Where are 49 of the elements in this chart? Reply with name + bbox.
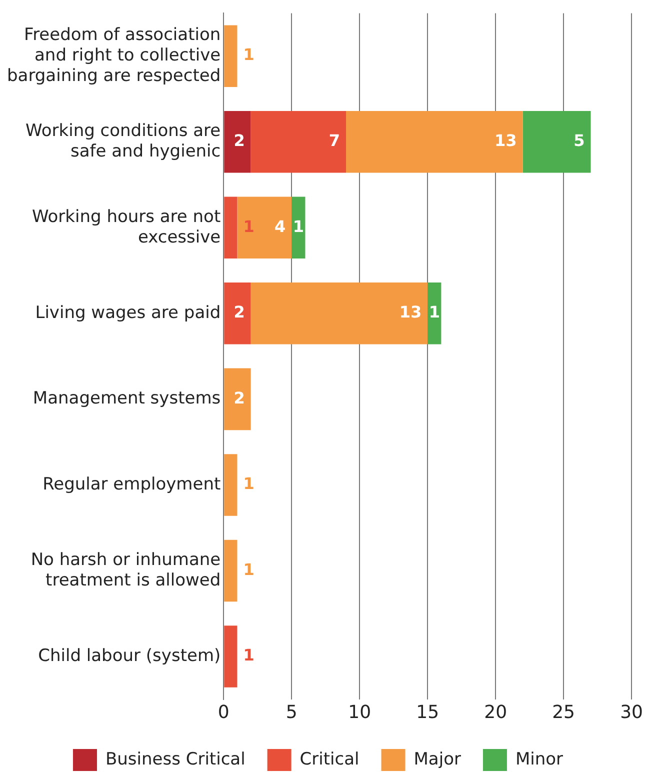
- bar: [522, 110, 591, 173]
- x-tick-label: 20: [484, 702, 508, 723]
- y-tick-label: Child labour (system): [38, 646, 221, 666]
- bar: [292, 196, 306, 259]
- bar: [224, 282, 251, 344]
- data-label: 7: [328, 131, 340, 150]
- data-label: 1: [428, 302, 440, 322]
- y-tick-label: Working hours are not excessive: [32, 206, 221, 248]
- bar: [224, 25, 238, 87]
- data-label: 1: [243, 216, 254, 236]
- data-label: 1: [292, 216, 304, 236]
- data-label: 5: [574, 131, 585, 150]
- legend-label: Critical: [300, 749, 360, 770]
- bar: [346, 110, 523, 173]
- data-label: 4: [274, 216, 286, 236]
- x-tick-label: 5: [286, 702, 298, 723]
- bar: [224, 196, 238, 259]
- data-label: 1: [243, 646, 254, 665]
- bar: [250, 282, 428, 344]
- x-tick-label: 10: [348, 702, 372, 723]
- bar: [428, 282, 442, 344]
- data-label: 1: [243, 45, 254, 64]
- bar: [224, 540, 238, 602]
- y-tick-label: Living wages are paid: [35, 302, 221, 323]
- y-tick-label: Management systems: [32, 388, 221, 409]
- data-label: 13: [399, 302, 422, 322]
- legend-label: Minor: [515, 749, 564, 770]
- x-tick-label: 30: [620, 702, 643, 723]
- data-label: 1: [243, 560, 254, 579]
- bar: [224, 110, 251, 173]
- bar: [237, 196, 292, 259]
- y-tick-label: Regular employment: [42, 474, 221, 494]
- bar: [224, 454, 238, 516]
- data-label: 1: [243, 474, 254, 494]
- data-label: 13: [494, 131, 517, 150]
- y-tick-label: No harsh or inhumane treatment is allowed: [30, 550, 221, 590]
- legend-label: Major: [414, 749, 461, 770]
- x-tick-label: 15: [416, 702, 440, 723]
- data-label: 2: [234, 302, 245, 322]
- bar: [250, 110, 346, 173]
- x-tick-label: 25: [552, 702, 576, 723]
- data-label: 2: [234, 131, 245, 150]
- y-tick-label: Freedom of association and right to collective bargaining are respected: [6, 25, 221, 86]
- data-label: 2: [234, 388, 245, 408]
- y-tick-label: Working conditions are safe and hygienic: [26, 121, 221, 162]
- x-tick-label: 0: [218, 702, 230, 723]
- legend-label: Business Critical: [105, 749, 246, 770]
- bar: [224, 368, 251, 430]
- bar: [224, 626, 238, 688]
